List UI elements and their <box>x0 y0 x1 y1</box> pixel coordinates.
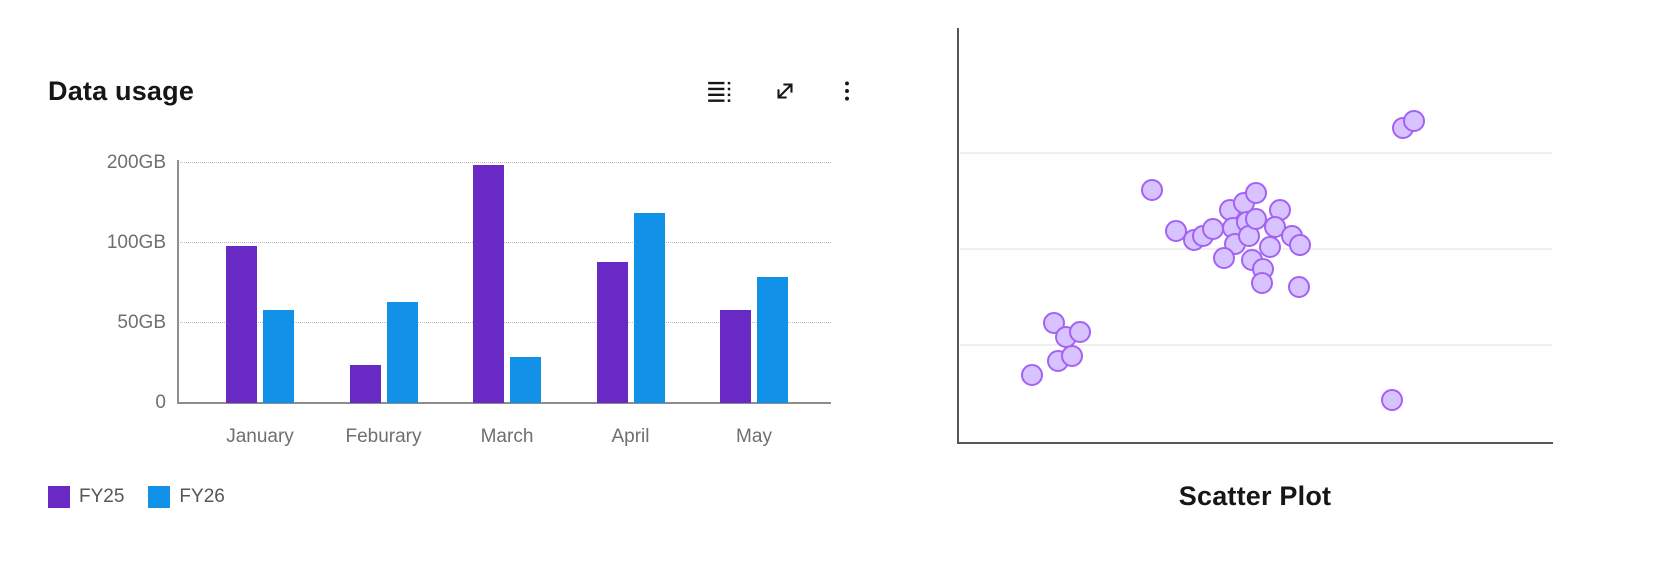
x-axis-tick-label: January <box>226 426 294 447</box>
y-axis-tick-label: 200GB <box>106 152 166 173</box>
y-axis-line <box>177 160 179 404</box>
overflow-menu-icon <box>834 78 860 104</box>
legend-swatch-fy25 <box>48 486 70 508</box>
bar-gridline <box>177 322 831 323</box>
legend-label: FY25 <box>79 486 125 507</box>
bar-chart-legend: FY25 FY26 <box>48 486 225 508</box>
bar-chart-plot: 200GB 100GB 50GB 0 January Feburary March April… <box>106 152 831 447</box>
scatter-point[interactable] <box>1141 179 1163 201</box>
y-axis-tick-label: 0 <box>155 392 166 413</box>
legend-item-fy25[interactable]: FY25 <box>48 486 124 508</box>
scatter-gridline <box>960 344 1552 346</box>
scatter-point[interactable] <box>1259 236 1281 258</box>
bar-fy25-april[interactable] <box>596 262 628 403</box>
bar-chart-title: Data usage <box>48 76 195 106</box>
overflow-menu-button[interactable] <box>830 74 864 108</box>
bar-fy26-march[interactable] <box>510 356 541 403</box>
scatter-point[interactable] <box>1069 321 1091 343</box>
legend-item-fy26[interactable]: FY26 <box>148 486 225 508</box>
legend-label: FY26 <box>179 486 225 507</box>
scatter-point[interactable] <box>1021 364 1043 386</box>
data-usage-card: Data usage <box>48 74 864 508</box>
scatter-point[interactable] <box>1381 389 1403 411</box>
bar-fy25-january[interactable] <box>226 246 257 403</box>
bar-fy25-march[interactable] <box>473 165 504 403</box>
y-axis-tick-label: 100GB <box>106 232 166 253</box>
scatter-point[interactable] <box>1202 218 1224 240</box>
scatter-y-axis-line <box>957 28 959 443</box>
scatter-point[interactable] <box>1213 247 1235 269</box>
x-axis-tick-label: April <box>611 426 650 447</box>
scatter-point[interactable] <box>1288 276 1310 298</box>
scatter-point[interactable] <box>1251 272 1273 294</box>
legend-swatch-fy26 <box>148 486 171 508</box>
scatter-gridline <box>960 152 1552 154</box>
bar-fy25-feburary[interactable] <box>349 364 381 403</box>
bar-gridline <box>177 242 831 243</box>
scatter-point[interactable] <box>1245 182 1267 204</box>
bar-fy25-may[interactable] <box>720 310 751 403</box>
scatter-point[interactable] <box>1403 110 1425 132</box>
x-axis-line <box>177 402 831 404</box>
data-table-icon <box>706 78 732 104</box>
x-axis-tick-label: March <box>480 426 534 447</box>
x-axis-tick-label: May <box>736 426 772 447</box>
maximize-button[interactable] <box>768 74 802 108</box>
maximize-icon <box>772 78 798 104</box>
scatter-x-axis-line <box>957 442 1553 444</box>
bar-fy26-january[interactable] <box>263 310 294 403</box>
scatter-plot-title: Scatter Plot <box>1178 481 1332 511</box>
scatter-point[interactable] <box>1289 234 1311 256</box>
bar-fy26-feburary[interactable] <box>386 302 418 403</box>
bar-fy26-may[interactable] <box>757 276 788 403</box>
y-axis-tick-label: 50GB <box>117 312 166 333</box>
bar-fy26-april[interactable] <box>633 212 665 403</box>
scatter-point[interactable] <box>1061 345 1083 367</box>
bar-gridline <box>177 162 831 163</box>
data-table-button[interactable] <box>702 74 736 108</box>
scatter-plot-card: Scatter Plot <box>900 0 1672 564</box>
x-axis-tick-label: Feburary <box>345 426 422 447</box>
